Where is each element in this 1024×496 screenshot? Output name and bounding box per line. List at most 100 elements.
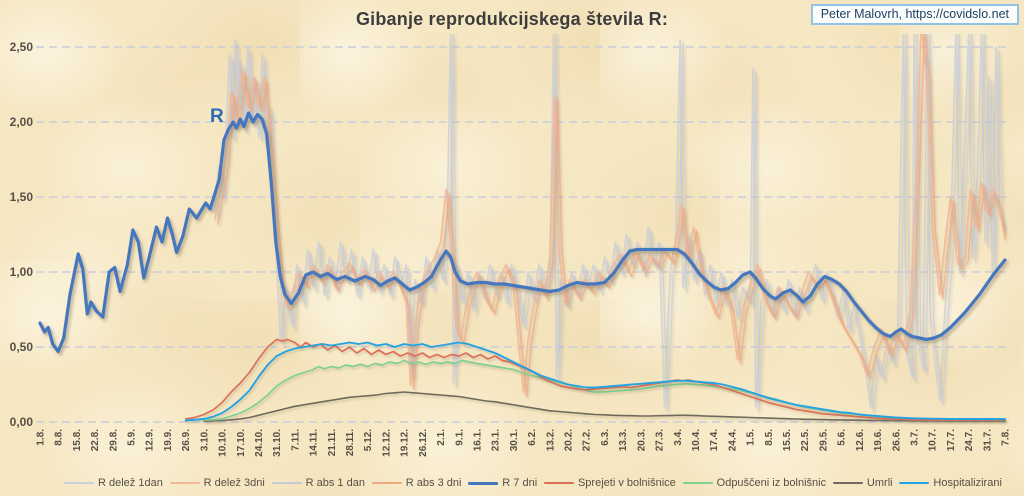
x-tick-label: 5.9.	[127, 429, 138, 446]
legend-label-2: R abs 1 dan	[305, 477, 365, 489]
x-tick-label: 22.5.	[800, 429, 811, 451]
series-line-3	[217, 34, 1006, 398]
x-tick-label: 23.1.	[491, 429, 502, 451]
x-tick-label: 15.8.	[72, 429, 83, 451]
x-tick-label: 3.4.	[673, 429, 684, 446]
credit-box[interactable]: Peter Malovrh, https://covidslo.net	[810, 4, 1019, 25]
x-tick-label: 19.9.	[163, 429, 174, 451]
x-tick-label: 19.12.	[400, 429, 411, 457]
x-tick-label: 26.9.	[181, 429, 192, 451]
gridlines	[36, 46, 1010, 423]
legend-item-4: R 7 dni	[468, 477, 537, 489]
x-tick-label: 30.1.	[509, 429, 520, 451]
x-tick-label: 21.11.	[327, 429, 338, 456]
legend: R delež 1dan R delež 3dni R abs 1 dan R abs…	[0, 474, 1024, 492]
y-tick-label: 2,50	[10, 40, 34, 54]
x-tick-label: 3.7.	[909, 429, 920, 446]
x-tick-label: 1.8.	[36, 429, 47, 446]
x-tick-label: 16.1.	[472, 429, 483, 451]
y-tick-label: 1,50	[10, 190, 34, 204]
legend-swatch-5	[543, 482, 574, 484]
x-tick-label: 7.8.	[1001, 429, 1012, 446]
x-tick-label: 17.4.	[709, 429, 720, 451]
legend-swatch-1	[169, 482, 200, 484]
legend-label-0: R delež 1dan	[98, 477, 163, 489]
x-tick-label: 14.11.	[309, 429, 320, 456]
y-tick-label: 0,50	[10, 340, 34, 354]
x-tick-label: 17.10.	[236, 429, 247, 457]
r-annotation: R	[210, 106, 224, 127]
x-tick-label: 12.12.	[381, 429, 392, 457]
x-tick-label: 24.7.	[964, 429, 975, 451]
x-tick-label: 5.6.	[837, 429, 848, 446]
legend-label-7: Umrli	[866, 477, 893, 489]
axis-labels: 0,00 0,50 1,00 1,50 2,00 2,50 1.8. 8.8. 15.8. 22.…	[10, 40, 1012, 457]
chart-title: Gibanje reprodukcijskega števila R:	[355, 9, 669, 29]
x-tick-label: 3.10.	[199, 429, 210, 451]
x-tick-label: 20.3.	[636, 429, 647, 451]
x-tick-label: 10.10.	[218, 429, 229, 457]
legend-label-1: R delež 3dni	[203, 477, 265, 489]
series-line-2	[217, 34, 1006, 413]
x-tick-label: 31.10.	[272, 429, 283, 457]
x-tick-label: 28.11.	[345, 429, 356, 456]
x-tick-label: 13.3.	[618, 429, 629, 451]
legend-swatch-4	[468, 481, 499, 485]
series-line-7	[203, 391, 1006, 423]
x-tick-label: 20.2.	[564, 429, 575, 451]
series-line-4	[38, 111, 1007, 354]
x-tick-label: 24.10.	[254, 429, 265, 457]
annotations: R	[210, 106, 224, 127]
legend-label-8: Hospitalizirani	[933, 477, 1002, 489]
x-tick-label: 6.2.	[527, 429, 538, 446]
x-tick-label: 31.7.	[982, 429, 993, 451]
x-tick-label: 24.4.	[727, 429, 738, 451]
legend-swatch-6	[682, 482, 713, 484]
x-tick-label: 12.6.	[855, 429, 866, 451]
legend-item-6: Odpuščeni iz bolnišnic	[682, 477, 827, 489]
legend-item-7: Umrli	[832, 477, 893, 489]
legend-item-5: Sprejeti v bolnišnice	[543, 477, 676, 489]
x-tick-label: 13.2.	[545, 429, 556, 451]
legend-label-3: R abs 3 dni	[405, 477, 462, 489]
legend-item-3: R abs 3 dni	[371, 477, 462, 489]
x-tick-label: 29.8.	[108, 429, 119, 451]
x-tick-label: 1.5.	[746, 429, 757, 446]
legend-swatch-3	[371, 482, 402, 484]
series-line-5	[184, 338, 1006, 422]
x-tick-label: 19.6.	[873, 429, 884, 451]
x-tick-label: 29.5.	[818, 429, 829, 451]
legend-item-0: R delež 1dan	[64, 477, 163, 489]
legend-swatch-0	[64, 482, 94, 484]
x-tick-label: 12.9.	[145, 429, 156, 451]
series-line-6	[203, 359, 1006, 422]
legend-label-6: Odpuščeni iz bolnišnic	[716, 477, 827, 489]
legend-swatch-8	[899, 482, 930, 484]
legend-swatch-7	[832, 482, 863, 484]
legend-item-1: R delež 3dni	[169, 477, 265, 489]
x-tick-label: 27.2.	[582, 429, 593, 451]
x-tick-label: 15.5.	[782, 429, 793, 451]
y-tick-label: 2,00	[10, 115, 34, 129]
legend-item-8: Hospitalizirani	[899, 477, 1002, 489]
x-tick-label: 26.12.	[418, 429, 429, 457]
series-line-0	[214, 34, 1006, 408]
x-tick-label: 17.7.	[946, 429, 957, 451]
y-tick-label: 0,00	[10, 415, 34, 429]
series-lines	[38, 34, 1007, 423]
legend-swatch-2	[271, 482, 302, 484]
x-tick-label: 8.5.	[764, 429, 775, 446]
chart-plot: 0,00 0,50 1,00 1,50 2,00 2,50 1.8. 8.8. 15.8. 22.…	[10, 34, 1012, 457]
x-tick-label: 10.4.	[691, 429, 702, 451]
x-tick-label: 9.1.	[454, 429, 465, 446]
x-tick-label: 26.6.	[891, 429, 902, 451]
legend-item-2: R abs 1 dan	[271, 477, 365, 489]
x-tick-label: 8.8.	[54, 429, 65, 446]
x-tick-label: 6.3.	[600, 429, 611, 446]
series-line-8	[184, 341, 1006, 422]
x-tick-label: 10.7.	[928, 429, 939, 451]
legend-label-5: Sprejeti v bolnišnice	[577, 477, 676, 489]
x-tick-label: 27.3.	[655, 429, 666, 451]
series-line-1	[214, 34, 1006, 393]
